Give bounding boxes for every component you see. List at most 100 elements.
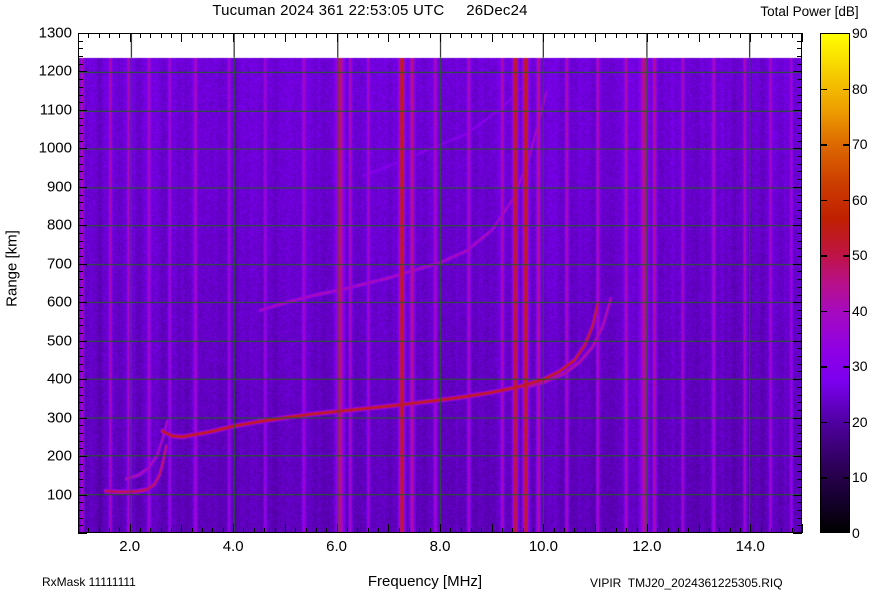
axis-tick (78, 333, 83, 334)
axis-tick (109, 33, 111, 38)
ionogram-plot-area[interactable] (78, 33, 802, 533)
axis-tick (797, 248, 802, 250)
axis-tick (677, 528, 679, 533)
axis-tick (708, 528, 710, 533)
axis-tick (750, 33, 752, 42)
axis-tick (797, 271, 802, 273)
colorbar-tick-label: 60 (852, 191, 868, 208)
axis-tick (78, 479, 83, 481)
axis-tick (793, 148, 802, 150)
axis-tick (78, 194, 83, 196)
axis-tick (522, 33, 524, 38)
axis-tick (522, 528, 524, 533)
axis-tick (98, 528, 100, 533)
axis-tick (793, 340, 802, 342)
axis-tick (657, 528, 659, 533)
axis-tick (698, 524, 700, 533)
axis-tick (750, 524, 752, 533)
axis-tick (797, 502, 802, 504)
y-tick-label: 500 (46, 332, 72, 350)
axis-tick (471, 33, 473, 38)
axis-tick (440, 33, 441, 42)
axis-tick (739, 33, 741, 38)
axis-tick (502, 528, 504, 533)
page-title: Tucuman 2024 361 22:53:05 UTC 26Dec24 (212, 2, 528, 19)
colorbar-tick (820, 310, 827, 313)
axis-tick (78, 448, 83, 450)
axis-tick (78, 456, 87, 458)
axis-tick (274, 33, 276, 38)
axis-tick (460, 528, 462, 533)
axis-tick (646, 524, 648, 533)
colorbar-tick-label: 10 (852, 469, 868, 486)
axis-tick (636, 33, 638, 38)
axis-tick (564, 528, 566, 533)
colorbar-tick (820, 477, 827, 479)
axis-tick (719, 528, 721, 533)
axis-tick (667, 528, 669, 533)
axis-tick (78, 502, 83, 504)
colorbar-tick-label: 80 (852, 80, 868, 97)
axis-tick (797, 425, 802, 427)
axis-tick (233, 33, 235, 42)
axis-tick (171, 33, 173, 38)
colorbar-gradient (820, 33, 850, 533)
axis-tick (797, 471, 802, 473)
axis-tick (793, 533, 802, 534)
axis-tick (181, 524, 183, 533)
x-tick-label: 4.0 (222, 538, 244, 555)
axis-tick (797, 440, 802, 442)
axis-tick (78, 248, 83, 250)
axis-tick (760, 33, 762, 38)
axis-tick (78, 517, 83, 519)
axis-tick (797, 448, 802, 450)
axis-tick (78, 117, 83, 119)
axis-tick (729, 33, 731, 38)
x-axis-tick-labels: 2.0 4.0 6.0 8.0 10.0 12.0 14.0 (78, 538, 802, 560)
axis-tick (78, 433, 83, 434)
axis-tick (797, 202, 802, 204)
axis-tick (78, 402, 83, 404)
y-tick-label: 1000 (38, 139, 72, 157)
colorbar-tick (820, 199, 827, 202)
axis-tick (140, 528, 142, 533)
axis-tick (78, 140, 83, 142)
axis-tick (797, 409, 802, 411)
colorbar-tick (843, 366, 850, 368)
axis-tick (78, 294, 83, 296)
axis-tick (78, 279, 83, 281)
axis-tick (512, 528, 514, 533)
axis-tick (797, 394, 802, 396)
axis-tick (78, 217, 83, 219)
axis-tick (797, 233, 802, 234)
axis-tick (315, 528, 317, 533)
axis-tick (626, 33, 628, 38)
colorbar-tick-labels: 0 10 20 30 40 50 60 70 80 90 (852, 25, 882, 541)
axis-tick (78, 40, 83, 42)
axis-tick (797, 356, 802, 358)
axis-tick (793, 109, 802, 111)
axis-tick (797, 125, 802, 127)
axis-tick (797, 86, 802, 88)
axis-tick (553, 33, 555, 38)
axis-tick (797, 333, 802, 334)
axis-tick (481, 33, 483, 38)
axis-tick (729, 528, 731, 533)
axis-tick (793, 456, 802, 458)
axis-tick (667, 33, 669, 38)
axis-tick (78, 317, 83, 319)
axis-tick (708, 33, 710, 38)
axis-tick (78, 33, 79, 42)
axis-tick (264, 33, 266, 38)
axis-tick (78, 509, 83, 511)
axis-tick (408, 528, 410, 533)
axis-tick (543, 33, 545, 42)
ionogram-heatmap-canvas[interactable] (79, 34, 801, 532)
axis-tick (797, 279, 802, 281)
axis-tick (202, 33, 204, 38)
axis-tick (78, 109, 87, 111)
axis-tick (688, 33, 690, 38)
axis-tick (793, 225, 802, 227)
axis-tick (688, 528, 690, 533)
colorbar-tick-label: 50 (852, 247, 868, 264)
